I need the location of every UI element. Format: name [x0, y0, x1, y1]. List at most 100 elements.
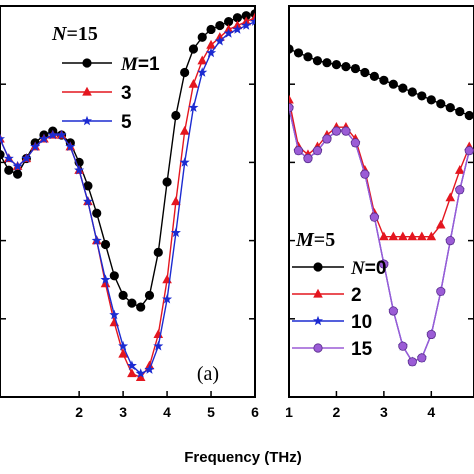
- data-point: [135, 368, 146, 378]
- x-tick-label: 3: [380, 404, 388, 420]
- data-point: [464, 110, 474, 121]
- data-point: [0, 133, 5, 144]
- series-line-1: [289, 99, 470, 238]
- data-point: [293, 146, 304, 156]
- data-point: [38, 133, 49, 144]
- data-point: [341, 62, 351, 72]
- data-point: [426, 231, 437, 241]
- data-point: [289, 103, 294, 113]
- data-point: [445, 103, 455, 113]
- data-point: [214, 35, 225, 46]
- legend-entry: M=1: [120, 54, 160, 75]
- legend-title-var: M: [295, 229, 315, 251]
- panel-label: (a): [197, 363, 219, 385]
- data-point: [436, 286, 446, 297]
- data-point: [426, 329, 436, 340]
- legend-title-var: N: [51, 23, 68, 45]
- data-point: [109, 271, 119, 281]
- data-point: [388, 306, 398, 316]
- data-point: [74, 164, 85, 175]
- data-point: [92, 208, 102, 218]
- legend-entry: 10: [351, 312, 372, 333]
- data-point: [455, 185, 465, 195]
- data-point: [188, 44, 199, 54]
- data-point: [293, 48, 304, 58]
- data-point: [398, 83, 408, 93]
- legend-swatch-marker: [313, 262, 323, 272]
- data-point: [360, 169, 370, 179]
- data-point: [215, 20, 225, 31]
- data-point: [369, 71, 379, 81]
- data-point: [435, 219, 446, 229]
- data-point: [109, 309, 120, 320]
- data-point: [379, 231, 389, 241]
- data-point: [445, 192, 456, 202]
- data-point: [455, 106, 465, 117]
- data-point: [118, 348, 128, 358]
- data-point: [100, 278, 111, 288]
- data-point: [91, 235, 102, 245]
- data-point: [118, 340, 129, 351]
- legend-swatch-marker: [313, 315, 323, 326]
- legend-title: N=15: [51, 23, 98, 45]
- data-point: [232, 24, 243, 34]
- data-point: [136, 302, 146, 312]
- data-point: [436, 99, 446, 109]
- x-axis-label: Frequency (THz): [184, 449, 302, 466]
- data-point: [188, 102, 199, 112]
- x-tick-label: 5: [207, 404, 215, 420]
- data-point: [426, 95, 436, 105]
- data-point: [417, 231, 427, 241]
- data-point: [47, 129, 58, 140]
- legend-title-value: =5: [314, 229, 335, 251]
- legend-entry: 5: [121, 112, 132, 133]
- x-tick-label: 4: [163, 404, 171, 420]
- x-tick-label: 3: [119, 404, 127, 420]
- x-tick-label: 6: [251, 404, 259, 420]
- legend-title-value: =15: [66, 23, 97, 45]
- data-point: [30, 141, 41, 151]
- data-point: [312, 56, 323, 66]
- data-point: [250, 16, 255, 26]
- data-point: [65, 141, 76, 151]
- data-point: [241, 20, 252, 30]
- data-point: [250, 12, 255, 22]
- data-point: [417, 353, 427, 363]
- data-point: [171, 110, 181, 121]
- data-point: [322, 58, 332, 68]
- data-point: [153, 340, 164, 351]
- data-point: [379, 259, 389, 269]
- legend-entry: 2: [351, 285, 362, 306]
- data-point: [223, 28, 234, 38]
- legend-swatch-marker: [82, 115, 92, 126]
- data-point: [206, 47, 217, 58]
- data-point: [0, 149, 5, 160]
- data-point: [100, 239, 111, 250]
- data-point: [388, 231, 399, 241]
- data-point: [379, 75, 389, 85]
- data-point: [312, 146, 323, 156]
- x-tick-label: 2: [75, 404, 83, 420]
- data-point: [118, 290, 128, 300]
- data-point: [170, 227, 181, 238]
- data-point: [454, 165, 465, 174]
- data-point: [180, 67, 190, 78]
- data-point: [3, 153, 14, 163]
- data-point: [21, 153, 32, 163]
- panel-a: 2 3 4 5 6 N=15 M=1 3 5 (a): [0, 5, 259, 420]
- data-point: [135, 372, 146, 382]
- data-point: [206, 39, 216, 49]
- data-point: [206, 24, 216, 35]
- legend-entry: 15: [351, 339, 373, 360]
- data-point: [417, 91, 427, 101]
- data-point: [289, 44, 294, 54]
- data-point: [12, 161, 23, 171]
- data-point: [56, 129, 67, 140]
- data-point: [197, 67, 208, 77]
- data-point: [331, 126, 342, 136]
- data-point: [153, 247, 163, 257]
- data-point: [341, 126, 351, 136]
- data-point: [407, 87, 417, 97]
- data-point: [127, 298, 137, 308]
